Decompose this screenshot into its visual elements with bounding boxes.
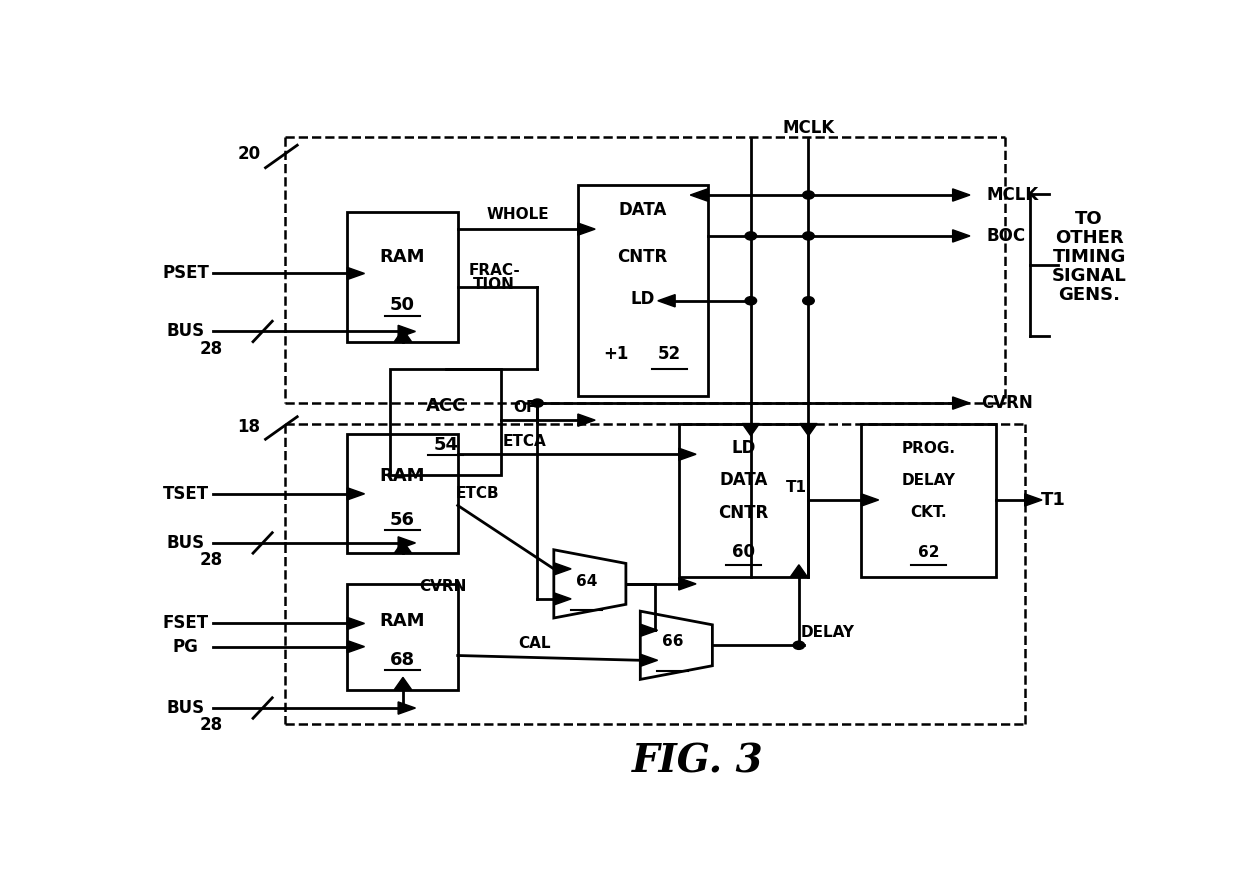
Text: 68: 68 xyxy=(389,651,415,669)
Text: DATA: DATA xyxy=(719,471,768,489)
Polygon shape xyxy=(640,624,657,636)
Polygon shape xyxy=(347,487,365,500)
Polygon shape xyxy=(394,677,412,689)
Text: DELAY: DELAY xyxy=(801,626,854,641)
Text: 20: 20 xyxy=(238,145,260,163)
Polygon shape xyxy=(743,424,759,436)
Text: FIG. 3: FIG. 3 xyxy=(632,742,764,781)
Text: RAM: RAM xyxy=(379,467,425,485)
Text: 28: 28 xyxy=(200,551,222,569)
Polygon shape xyxy=(394,540,412,553)
Text: SIGNAL: SIGNAL xyxy=(1052,268,1126,285)
Polygon shape xyxy=(398,537,415,549)
Bar xyxy=(347,212,458,342)
Bar xyxy=(862,424,996,577)
Polygon shape xyxy=(554,563,572,575)
Polygon shape xyxy=(554,593,572,605)
Text: RAM: RAM xyxy=(379,612,425,630)
Polygon shape xyxy=(347,641,365,653)
Text: 62: 62 xyxy=(918,545,940,560)
Bar xyxy=(347,434,458,553)
Text: T1': T1' xyxy=(786,480,812,495)
Text: T1: T1 xyxy=(1042,491,1066,509)
Text: WHOLE: WHOLE xyxy=(486,206,549,222)
Circle shape xyxy=(532,399,543,408)
Text: 28: 28 xyxy=(200,716,222,734)
Text: ETCB: ETCB xyxy=(456,486,500,501)
Polygon shape xyxy=(578,223,595,236)
Bar xyxy=(347,584,458,689)
Bar xyxy=(678,424,808,577)
Circle shape xyxy=(802,190,815,199)
Text: OF: OF xyxy=(513,400,537,416)
Text: DATA: DATA xyxy=(619,201,667,219)
Circle shape xyxy=(745,297,756,305)
Text: 64: 64 xyxy=(575,573,596,588)
Polygon shape xyxy=(347,268,365,280)
Text: BUS: BUS xyxy=(166,699,205,717)
Polygon shape xyxy=(398,702,415,714)
Bar xyxy=(391,369,501,475)
Text: RAM: RAM xyxy=(379,248,425,267)
Polygon shape xyxy=(952,397,970,409)
Polygon shape xyxy=(1024,494,1042,506)
Polygon shape xyxy=(862,494,879,506)
Text: 50: 50 xyxy=(389,297,415,315)
Text: 56: 56 xyxy=(389,510,415,529)
Polygon shape xyxy=(800,424,817,436)
Text: DELAY: DELAY xyxy=(901,473,956,488)
Text: GENS.: GENS. xyxy=(1058,286,1120,304)
Text: ACC: ACC xyxy=(425,397,466,415)
Polygon shape xyxy=(691,189,708,201)
Polygon shape xyxy=(678,448,696,461)
Text: OTHER: OTHER xyxy=(1055,229,1123,247)
Text: FRAC-: FRAC- xyxy=(469,262,520,277)
Text: PG: PG xyxy=(172,638,198,656)
Text: 18: 18 xyxy=(238,418,260,436)
Text: ETCA: ETCA xyxy=(503,434,547,449)
Text: CAL: CAL xyxy=(518,636,551,650)
Text: LD: LD xyxy=(630,290,655,308)
Text: CKT.: CKT. xyxy=(910,505,947,520)
Polygon shape xyxy=(952,229,970,242)
Text: 66: 66 xyxy=(662,634,683,649)
Text: LD: LD xyxy=(732,439,756,457)
Circle shape xyxy=(802,297,815,305)
Circle shape xyxy=(794,641,805,649)
Text: TION: TION xyxy=(474,277,515,291)
Text: CVRN: CVRN xyxy=(982,394,1033,412)
Polygon shape xyxy=(658,295,675,307)
Text: PROG.: PROG. xyxy=(901,440,956,455)
Text: FSET: FSET xyxy=(162,615,208,633)
Text: 28: 28 xyxy=(200,339,222,358)
Polygon shape xyxy=(394,330,412,342)
Circle shape xyxy=(745,232,756,240)
Text: TIMING: TIMING xyxy=(1053,248,1126,266)
Text: 54: 54 xyxy=(433,436,459,455)
Text: 52: 52 xyxy=(658,345,681,363)
Polygon shape xyxy=(952,189,970,201)
Text: MCLK: MCLK xyxy=(986,186,1039,204)
Circle shape xyxy=(802,232,815,240)
Polygon shape xyxy=(640,654,657,666)
Text: CNTR: CNTR xyxy=(618,248,668,266)
Text: BUS: BUS xyxy=(166,534,205,552)
Text: MCLK: MCLK xyxy=(782,119,835,137)
Text: BOC: BOC xyxy=(986,227,1025,245)
Text: TSET: TSET xyxy=(162,485,208,503)
Text: TO: TO xyxy=(1075,210,1102,228)
Polygon shape xyxy=(790,564,807,577)
Polygon shape xyxy=(678,578,696,590)
Polygon shape xyxy=(347,618,365,630)
Text: CVRN: CVRN xyxy=(419,579,467,595)
Text: BUS: BUS xyxy=(166,323,205,340)
Text: CNTR: CNTR xyxy=(718,503,769,522)
Text: PSET: PSET xyxy=(162,264,210,283)
Polygon shape xyxy=(578,414,595,426)
Text: +1: +1 xyxy=(603,345,629,363)
Text: 60: 60 xyxy=(732,543,755,562)
Bar xyxy=(578,185,708,396)
Polygon shape xyxy=(398,325,415,338)
